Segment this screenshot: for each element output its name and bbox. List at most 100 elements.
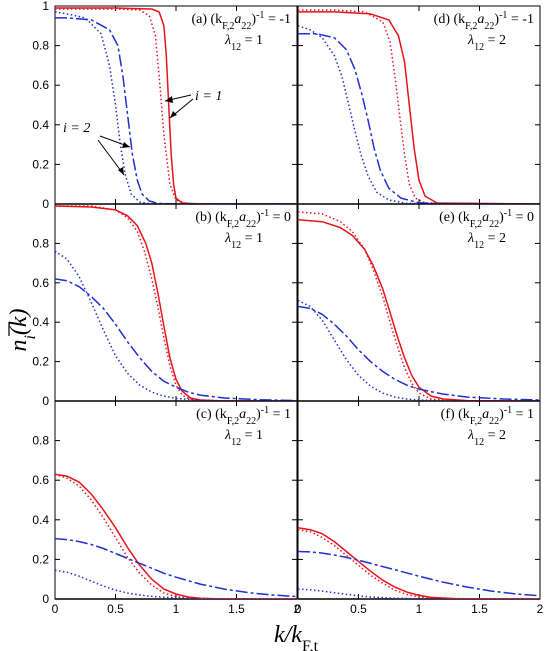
lambda-label-a: λ12 = 1 [224,33,263,53]
x-tick-label-c-3: 1.5 [228,602,245,616]
lambda-label-part-a-0: λ [224,33,231,48]
lambda-label-part-d-2: = 2 [484,33,506,48]
legend-i2-label: i = 2 [63,121,90,136]
x-tick-label-f-0: 0 [295,602,302,616]
y-tick-label-b-1: 0.2 [32,355,49,369]
panel-label-part-f-1: F,2 [470,416,482,427]
panel-label-part-f-5: -1 [504,405,512,416]
lambda-label-part-d-1: 12 [474,42,484,53]
series-a-i1-solid [55,7,297,204]
series-c-i2-dash [55,537,297,598]
y-tick-label-b-0: 0 [42,394,49,408]
panel-label-part-c-1: F,2 [227,416,239,427]
panel-label-b: (b) (kF,2a22)-1 = 0 [195,208,291,230]
lambda-label-part-f-1: 12 [474,437,484,448]
y-tick-label-c-0: 0 [42,592,49,606]
panel-label-part-c-0: (c) (k [196,407,227,422]
arrowhead-i2-dotted [118,167,124,175]
lambda-label-part-d-0: λ [467,33,474,48]
panel-label-part-a-0: (a) (k [191,12,222,27]
panel-label-part-a-5: -1 [256,10,264,21]
lambda-label-part-f-0: λ [467,428,474,443]
panel-label-part-a-2: a [234,12,241,27]
lambda-label-part-a-2: = 1 [241,33,263,48]
series-b-i1-solid [55,205,297,401]
series-b-i2-dotted [55,250,297,401]
lambda-label-part-a-1: 12 [231,42,241,53]
x-axis-label: k/kF,t [274,622,319,651]
x-tick-label-f-2: 1 [416,602,423,616]
panel-label-part-b-5: -1 [261,208,269,219]
lambda-label-part-e-1: 12 [474,240,484,251]
panel-label-c: (c) (kF,2a22)-1 = 1 [196,405,291,427]
x-tick-label-c-0: 0 [52,602,59,616]
panel-label-part-f-2: a [482,407,489,422]
lambda-label-part-b-0: λ [224,231,231,246]
lambda-label-d: λ12 = 2 [467,33,506,53]
y-tick-label-b-3: 0.6 [32,276,49,290]
panel-label-part-c-5: -1 [261,405,269,416]
panel-label-part-d-6: = -1 [507,12,534,27]
lambda-label-c: λ12 = 1 [224,428,263,448]
y-axis-label-tail: (k) [6,308,32,335]
series-c-i1-solid [55,473,297,599]
panel-label-part-d-4: ) [494,12,499,27]
series-f-i1-solid [298,526,540,599]
panel-label-part-a-1: F,2 [222,21,234,32]
y-axis-label-main: n [6,340,32,352]
series-d-i2-dash [298,32,540,204]
x-tick-label-c-4: 2 [294,602,301,616]
panel-label-part-e-6: = 0 [512,210,534,225]
annotations-group: i = 1 i = 2 [63,89,222,176]
panel-label-part-a-3: 22 [241,21,251,32]
series-f-i1-dotted [298,528,540,599]
panel-label-part-f-3: 22 [489,416,499,427]
y-tick-label-b-2: 0.4 [32,315,49,329]
series-d-i1-dotted [298,9,540,204]
lambda-label-part-c-2: = 1 [241,428,263,443]
x-axis-label-main: k/k [274,622,302,648]
arrowhead-i1-solid [165,96,173,103]
panel-label-part-a-6: = -1 [264,12,291,27]
series-e-i1-dotted [298,211,540,401]
x-tick-label-f-3: 1.5 [471,602,488,616]
panel-label-part-d-1: F,2 [465,21,477,32]
lambda-label-part-c-0: λ [224,428,231,443]
y-tick-label-a-0: 0 [42,197,49,211]
series-e-i1-solid [298,219,540,401]
panel-label-part-f-4: ) [499,407,504,422]
series-f-i2-dotted [298,588,540,599]
panel-label-part-b-3: 22 [246,219,256,230]
x-tick-label-c-1: 0.5 [107,602,124,616]
panel-label-part-d-5: -1 [499,10,507,21]
x-tick-label-f-4: 2 [537,602,544,616]
panel-label-part-c-2: a [239,407,246,422]
panel-label-part-d-2: a [477,12,484,27]
panel-label-part-f-0: (f) (k [441,407,470,422]
y-tick-label-b-4: 0.8 [32,236,49,250]
x-tick-label-f-1: 0.5 [350,602,367,616]
y-tick-label-c-4: 0.8 [32,434,49,448]
series-a-i2-dash [55,17,297,204]
panel-label-part-e-2: a [482,210,489,225]
lambda-label-part-f-2: = 2 [484,428,506,443]
lambda-label-e: λ12 = 2 [467,231,506,251]
panel-label-part-e-5: -1 [504,208,512,219]
y-tick-label-a-5: 1 [42,0,49,13]
panel-label-part-a-4: ) [251,12,256,27]
panel-label-part-e-0: (e) (k [439,210,470,225]
panel-label-part-b-0: (b) (k [195,210,227,225]
panel-label-part-d-3: 22 [484,21,494,32]
panel-label-part-b-6: = 0 [269,210,291,225]
series-d-i1-solid [298,11,540,204]
panel-label-e: (e) (kF,2a22)-1 = 0 [439,208,534,230]
lambda-label-part-b-1: 12 [231,240,241,251]
y-tick-label-a-3: 0.6 [32,78,49,92]
panel-label-part-f-6: = 1 [512,407,534,422]
arrowhead-i1-dotted [170,111,177,118]
x-axis-label-sub: F,t [302,638,319,651]
series-a-i1-dotted [55,8,297,204]
